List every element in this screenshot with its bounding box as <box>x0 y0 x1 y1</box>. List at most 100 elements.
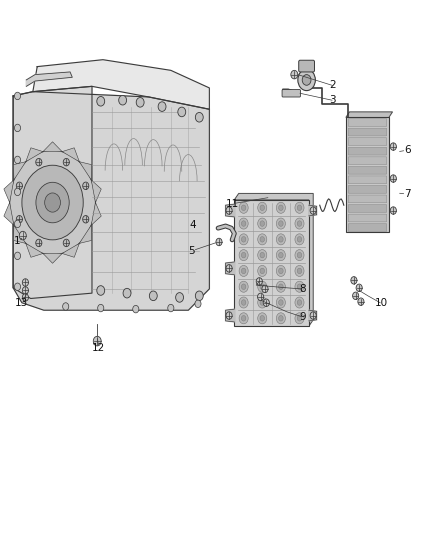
Circle shape <box>351 277 357 284</box>
Circle shape <box>83 182 89 190</box>
Polygon shape <box>13 86 92 298</box>
Circle shape <box>195 112 203 122</box>
Text: 10: 10 <box>374 298 388 308</box>
Circle shape <box>276 281 286 292</box>
Circle shape <box>239 234 248 245</box>
Circle shape <box>226 312 232 319</box>
Circle shape <box>297 237 302 242</box>
Circle shape <box>276 313 286 324</box>
Circle shape <box>297 268 302 273</box>
Polygon shape <box>31 86 209 310</box>
Text: 2: 2 <box>329 80 336 90</box>
FancyBboxPatch shape <box>348 214 387 222</box>
Circle shape <box>45 193 60 212</box>
Circle shape <box>258 281 267 292</box>
Circle shape <box>258 202 267 213</box>
Circle shape <box>239 297 248 308</box>
Circle shape <box>295 297 304 308</box>
Polygon shape <box>79 161 92 180</box>
Circle shape <box>97 286 105 295</box>
Polygon shape <box>234 193 313 326</box>
Circle shape <box>260 253 265 258</box>
Circle shape <box>276 265 286 277</box>
Circle shape <box>241 205 246 211</box>
Circle shape <box>279 205 283 211</box>
Circle shape <box>36 158 42 166</box>
Circle shape <box>295 249 304 261</box>
Circle shape <box>123 288 131 298</box>
Polygon shape <box>79 225 92 244</box>
Circle shape <box>279 237 283 242</box>
Text: 13: 13 <box>14 298 28 308</box>
FancyBboxPatch shape <box>348 195 387 203</box>
Circle shape <box>262 285 268 293</box>
Polygon shape <box>4 180 14 203</box>
Polygon shape <box>226 262 234 275</box>
Circle shape <box>297 316 302 321</box>
Circle shape <box>149 291 157 301</box>
Circle shape <box>279 284 283 289</box>
Circle shape <box>226 207 232 214</box>
FancyBboxPatch shape <box>348 176 387 184</box>
Circle shape <box>279 300 283 305</box>
Circle shape <box>36 239 42 247</box>
Circle shape <box>310 312 316 319</box>
Circle shape <box>276 218 286 229</box>
Circle shape <box>295 202 304 213</box>
Text: 1: 1 <box>14 236 21 246</box>
Circle shape <box>260 221 265 227</box>
Circle shape <box>226 265 232 272</box>
Circle shape <box>260 300 265 305</box>
Circle shape <box>241 300 246 305</box>
Circle shape <box>276 202 286 213</box>
Circle shape <box>276 234 286 245</box>
Circle shape <box>279 316 283 321</box>
Polygon shape <box>43 254 62 263</box>
Circle shape <box>63 303 69 310</box>
Circle shape <box>22 165 83 240</box>
Polygon shape <box>62 148 79 161</box>
Circle shape <box>241 284 246 289</box>
Circle shape <box>241 268 246 273</box>
Polygon shape <box>4 203 14 225</box>
Circle shape <box>239 281 248 292</box>
FancyBboxPatch shape <box>234 200 309 326</box>
Circle shape <box>133 305 139 313</box>
Circle shape <box>22 287 28 294</box>
Text: 4: 4 <box>189 220 196 230</box>
Circle shape <box>310 207 316 214</box>
Circle shape <box>260 237 265 242</box>
FancyBboxPatch shape <box>348 147 387 155</box>
Circle shape <box>258 249 267 261</box>
Circle shape <box>260 205 265 211</box>
Circle shape <box>19 231 26 240</box>
Circle shape <box>195 291 203 301</box>
Circle shape <box>14 156 21 164</box>
Polygon shape <box>26 148 43 161</box>
Circle shape <box>119 95 127 105</box>
FancyBboxPatch shape <box>346 117 389 232</box>
Circle shape <box>295 218 304 229</box>
Circle shape <box>297 205 302 211</box>
Text: 5: 5 <box>188 246 195 255</box>
FancyBboxPatch shape <box>348 224 387 231</box>
Circle shape <box>63 158 69 166</box>
Circle shape <box>16 215 22 223</box>
Circle shape <box>239 249 248 261</box>
Circle shape <box>63 239 69 247</box>
Circle shape <box>36 182 69 223</box>
Circle shape <box>258 265 267 277</box>
Circle shape <box>168 304 174 312</box>
Circle shape <box>239 265 248 277</box>
Circle shape <box>353 292 359 300</box>
Circle shape <box>241 221 246 227</box>
FancyBboxPatch shape <box>348 128 387 136</box>
Circle shape <box>298 69 315 91</box>
Circle shape <box>291 70 298 79</box>
Text: 11: 11 <box>226 199 239 208</box>
Circle shape <box>239 202 248 213</box>
Polygon shape <box>226 309 234 322</box>
Circle shape <box>216 238 222 246</box>
Circle shape <box>297 300 302 305</box>
FancyBboxPatch shape <box>348 205 387 212</box>
